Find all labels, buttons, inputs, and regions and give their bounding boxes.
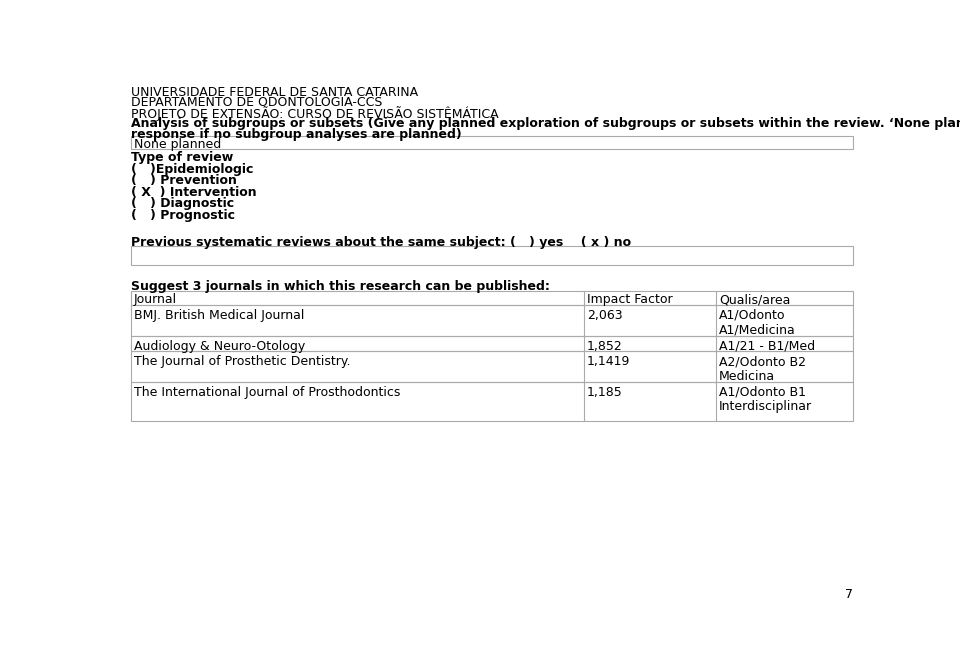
Text: The Journal of Prosthetic Dentistry.: The Journal of Prosthetic Dentistry. bbox=[134, 355, 350, 368]
Text: 1,852: 1,852 bbox=[587, 339, 623, 353]
Text: Audiology & Neuro-Otology: Audiology & Neuro-Otology bbox=[134, 339, 305, 353]
Text: Impact Factor: Impact Factor bbox=[587, 293, 672, 307]
Text: Interdisciplinar: Interdisciplinar bbox=[719, 401, 812, 413]
Text: BMJ. British Medical Journal: BMJ. British Medical Journal bbox=[134, 309, 304, 322]
Text: Type of review: Type of review bbox=[131, 151, 233, 164]
Text: Suggest 3 journals in which this research can be published:: Suggest 3 journals in which this researc… bbox=[131, 281, 550, 293]
Bar bbox=[131, 136, 853, 150]
Text: response if no subgroup analyses are planned): response if no subgroup analyses are pla… bbox=[131, 128, 462, 141]
Text: PROJETO DE EXTENSÃO: CURSO DE REVISÃO SISTÊMÁTICA: PROJETO DE EXTENSÃO: CURSO DE REVISÃO SI… bbox=[131, 106, 498, 122]
Text: None planned: None planned bbox=[134, 138, 221, 151]
Text: Medicina: Medicina bbox=[719, 369, 775, 383]
Text: A1/Odonto B1: A1/Odonto B1 bbox=[719, 386, 806, 399]
Text: The International Journal of Prosthodontics: The International Journal of Prosthodont… bbox=[134, 386, 400, 399]
Text: Qualis/area: Qualis/area bbox=[719, 293, 790, 307]
Text: 7: 7 bbox=[845, 589, 853, 601]
Text: 1,185: 1,185 bbox=[587, 386, 623, 399]
Text: A2/Odonto B2: A2/Odonto B2 bbox=[719, 355, 806, 368]
Text: (   ) Prevention: ( ) Prevention bbox=[131, 174, 237, 187]
Text: (   ) Diagnostic: ( ) Diagnostic bbox=[131, 197, 234, 210]
Text: (   )Epidemiologic: ( )Epidemiologic bbox=[131, 162, 253, 176]
Text: 1,1419: 1,1419 bbox=[587, 355, 630, 368]
Bar bbox=[131, 351, 853, 382]
Text: DEPARTAMENTO DE ODONTOLOGIA-CCS: DEPARTAMENTO DE ODONTOLOGIA-CCS bbox=[131, 96, 382, 110]
Bar bbox=[131, 305, 853, 336]
Text: 2,063: 2,063 bbox=[587, 309, 622, 322]
Text: ( X  ) Intervention: ( X ) Intervention bbox=[131, 186, 256, 198]
Text: Previous systematic reviews about the same subject: (   ) yes    ( x ) no: Previous systematic reviews about the sa… bbox=[131, 236, 631, 248]
Bar bbox=[131, 336, 853, 351]
Bar bbox=[131, 291, 853, 305]
Text: (   ) Prognostic: ( ) Prognostic bbox=[131, 208, 235, 222]
Text: Journal: Journal bbox=[134, 293, 177, 307]
Bar bbox=[131, 246, 853, 265]
Text: A1/Odonto: A1/Odonto bbox=[719, 309, 785, 322]
Text: A1/Medicina: A1/Medicina bbox=[719, 323, 796, 337]
Text: UNIVERSIDADE FEDERAL DE SANTA CATARINA: UNIVERSIDADE FEDERAL DE SANTA CATARINA bbox=[131, 86, 418, 100]
Text: Analysis of subgroups or subsets (Give any planned exploration of subgroups or s: Analysis of subgroups or subsets (Give a… bbox=[131, 117, 960, 130]
Bar bbox=[131, 382, 853, 420]
Text: A1/21 - B1/Med: A1/21 - B1/Med bbox=[719, 339, 815, 353]
